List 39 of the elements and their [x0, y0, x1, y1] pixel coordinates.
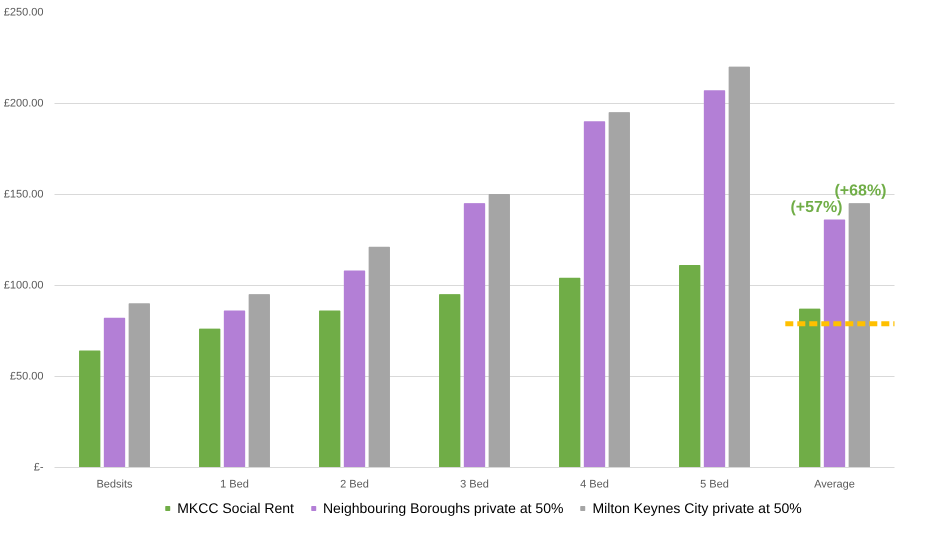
y-tick-label: £100.00	[4, 280, 44, 292]
bar	[128, 303, 150, 468]
bar	[439, 294, 460, 468]
bar	[824, 219, 846, 468]
bar	[584, 121, 606, 468]
bar	[848, 203, 870, 468]
bar	[464, 203, 486, 468]
legend-label: MKCC Social Rent	[177, 500, 294, 516]
bar	[608, 112, 630, 468]
bar	[319, 310, 340, 468]
y-tick-label: £200.00	[4, 98, 44, 110]
bar	[248, 294, 270, 468]
legend-label: Milton Keynes City private at 50%	[592, 500, 802, 516]
x-tick-label: Bedsits	[96, 478, 134, 490]
y-tick-label: £150.00	[4, 188, 44, 200]
legend-label: Neighbouring Boroughs private at 50%	[322, 500, 564, 516]
x-tick-label: 5 Bed	[700, 478, 729, 490]
y-tick-label: £250.00	[4, 6, 44, 18]
bar	[224, 310, 246, 468]
x-tick-label: 2 Bed	[340, 478, 369, 490]
x-tick-label: 3 Bed	[460, 478, 489, 490]
annotation: (+68%)	[834, 182, 887, 200]
bar	[728, 66, 750, 468]
bar	[368, 246, 390, 468]
x-tick-label: Average	[814, 478, 855, 490]
y-tick-label: £50.00	[10, 370, 44, 382]
bar	[344, 270, 366, 468]
bar	[559, 278, 580, 468]
bar	[79, 350, 100, 468]
bar	[704, 90, 726, 468]
y-tick-label: £-	[34, 462, 44, 474]
bar	[199, 328, 220, 468]
x-tick-label: 1 Bed	[220, 478, 249, 490]
bar	[104, 318, 126, 468]
annotation: (+57%)	[790, 198, 843, 216]
bar	[799, 308, 820, 468]
x-tick-label: 4 Bed	[580, 478, 609, 490]
bar	[679, 264, 700, 468]
bar	[488, 194, 510, 468]
